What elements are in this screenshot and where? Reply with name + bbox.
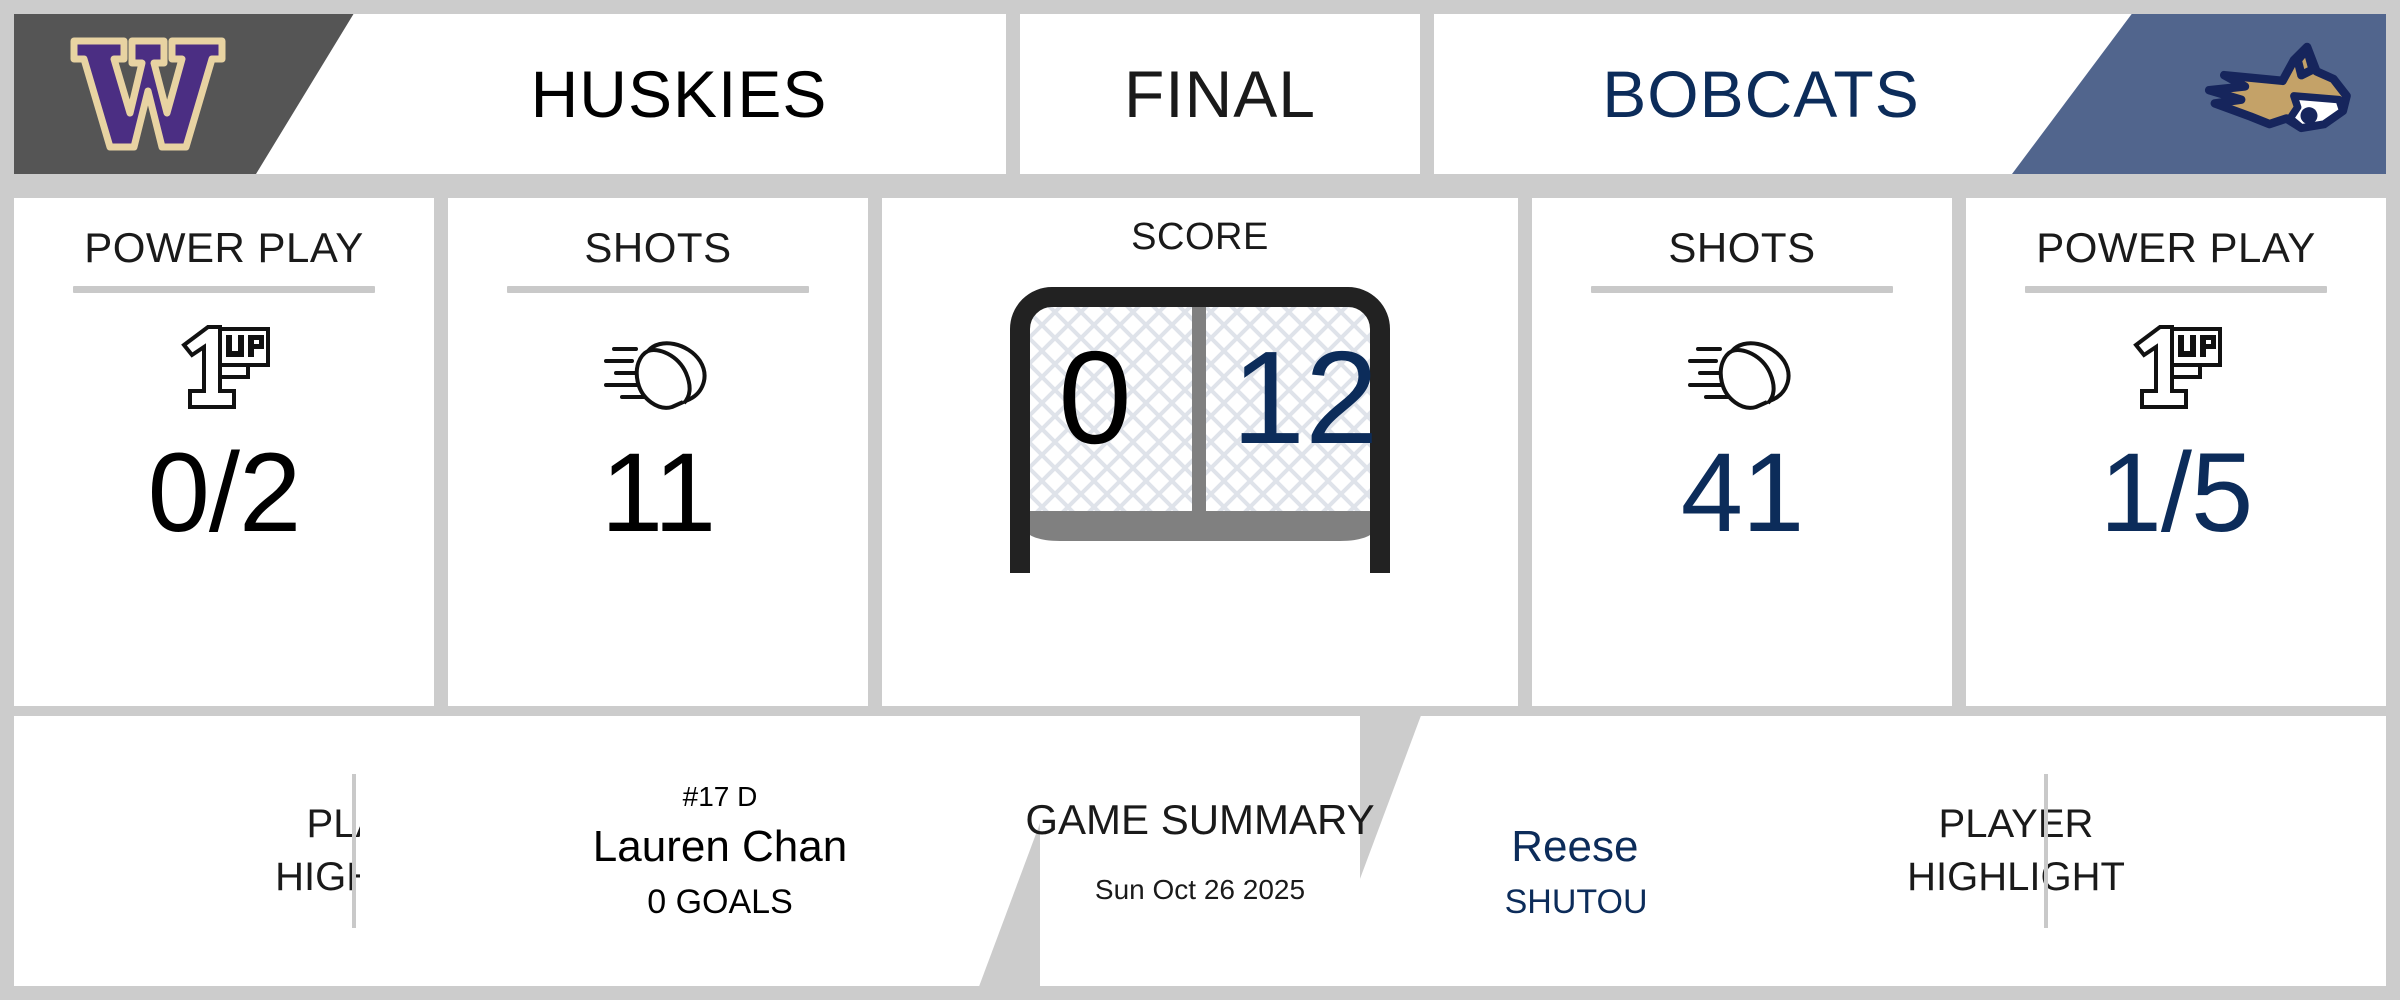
away-power-play-label: POWER PLAY [2036,224,2316,271]
home-player-number-position: #17 D [682,781,758,812]
away-team-name-card: BOBCATS [1434,14,2184,174]
home-shots-card: SHOTS 11 [448,198,868,706]
away-power-play-value: 1/5 [2099,430,2254,555]
away-shots-value: 41 [1680,430,1805,555]
away-score-value: 12 [1231,324,1379,471]
game-summary-card: GAME SUMMARY Sun Oct 26 2025 [1025,716,1375,986]
home-shots-label: SHOTS [584,224,732,271]
away-team-name: BOBCATS [1602,57,1920,131]
home-team-name-card: HUSKIES [256,14,1006,174]
away-score-half: 12 [1200,273,1410,523]
away-player-highlight-card: PLAYER HIGHLIGHT [1646,716,2386,986]
hockey-net-icon: 0 12 [990,273,1410,603]
away-highlight-divider [2044,774,2048,928]
game-summary-block: GAME SUMMARY Sun Oct 26 2025 [1025,796,1374,906]
scoreboard-header-row: HUSKIES FINAL BOBCATS [0,0,2400,188]
divider-rule [2024,286,2328,293]
home-power-play-card: POWER PLAY 0/2 [14,198,434,706]
home-player-name: Lauren Chan [592,822,848,871]
divider-rule [1590,286,1894,293]
flying-puck-icon [604,341,707,410]
flying-puck-icon [1688,341,1791,410]
game-summary-date: Sun Oct 26 2025 [1094,874,1306,905]
away-highlight-label-line1: PLAYER [1938,802,2094,847]
away-highlight-label: PLAYER HIGHLIGHT [1907,798,2125,904]
game-status: FINAL [1123,57,1317,131]
net-graphic [1010,287,1390,573]
home-player-stat: 0 GOALS [647,883,793,921]
score-label: SCORE [1131,216,1269,258]
game-summary-title: GAME SUMMARY [1025,796,1375,843]
home-player-detail-card: #17 D Lauren Chan 0 GOALS [360,716,1080,986]
bobcat-head-logo-icon [2204,42,2351,133]
away-team-logo-panel [2012,14,2386,174]
washington-w-logo-icon [70,37,226,151]
divider-rule [506,286,810,293]
divider-rule [72,286,376,293]
home-score-value: 0 [1058,324,1132,471]
away-shots-label: SHOTS [1668,224,1816,271]
home-power-play-value: 0/2 [147,430,302,555]
scoreboard-bottom-row: PLAYER HIGHLIGHT #17 D Lauren Chan 0 GOA… [0,716,2400,986]
away-power-play-card: POWER PLAY 1/5 [1966,198,2386,706]
one-up-power-play-icon [181,325,270,409]
home-shots-value: 11 [600,430,716,555]
home-player-block: #17 D Lauren Chan 0 GOALS [592,781,848,921]
home-highlight-divider [352,774,356,928]
game-status-card: FINAL [1020,14,1420,174]
one-up-power-play-icon [2133,325,2222,409]
score-values: 0 12 [990,273,1410,523]
home-score-half: 0 [990,273,1200,523]
home-team-name: HUSKIES [530,57,828,131]
away-highlight-label-line2: HIGHLIGHT [1907,855,2125,899]
scoreboard-stat-row: POWER PLAY 0/2 SHOTS [0,198,2400,706]
score-card: SCORE [882,198,1518,706]
home-power-play-label: POWER PLAY [84,224,364,271]
away-shots-card: SHOTS 41 [1532,198,1952,706]
